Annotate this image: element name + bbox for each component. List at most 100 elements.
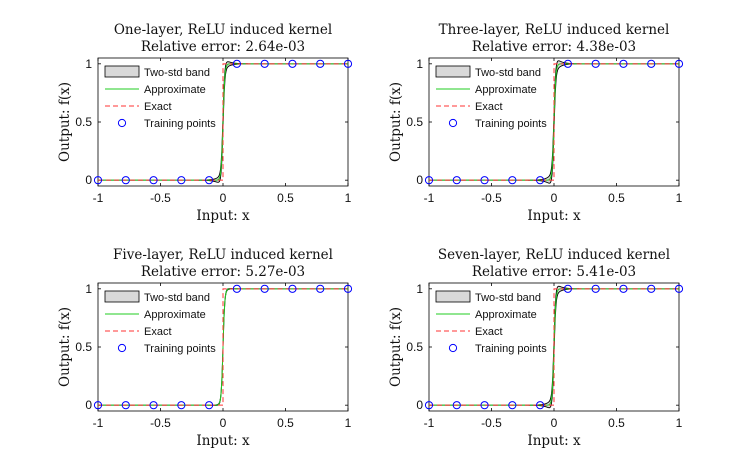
training-point (149, 401, 158, 410)
legend-swatch-training (448, 343, 458, 353)
training-point (674, 59, 684, 68)
legend-swatch-training (117, 343, 127, 353)
x-tick-label: 0 (220, 191, 227, 205)
training-point (591, 59, 600, 68)
y-tick-label: 0.5 (75, 340, 92, 354)
chart-title: One-layer, ReLU induced kernel (114, 22, 332, 38)
chart-subtitle: Relative error: 5.27e-03 (141, 264, 305, 280)
training-point (121, 176, 130, 185)
y-tick-label: 1 (85, 282, 92, 296)
training-point (424, 176, 434, 185)
y-tick-label: 0 (416, 173, 423, 187)
legend-swatch-band (104, 65, 140, 78)
chart-panel-4: Seven-layer, ReLU induced kernelRelative… (388, 247, 684, 449)
x-axis-label: Input: x (527, 433, 581, 449)
legend-label-approximate: Approximate (475, 84, 537, 96)
x-tick-label: -0.5 (481, 191, 502, 205)
training-point (563, 284, 572, 293)
legend: Two-std band Approximate Exact Training poi… (104, 65, 216, 130)
y-tick-label: 1 (416, 57, 423, 71)
chart-title: Seven-layer, ReLU induced kernel (438, 247, 670, 263)
x-tick-label: 1 (345, 191, 352, 205)
legend-label-training: Training points (475, 343, 547, 355)
training-point (424, 401, 434, 410)
training-point (177, 176, 186, 185)
x-axis-label: Input: x (196, 208, 250, 224)
training-point (288, 284, 297, 293)
y-tick-label: 0.5 (75, 115, 92, 129)
x-tick-label: -1 (93, 416, 104, 430)
x-axis-label: Input: x (527, 208, 581, 224)
legend-label-band: Two-std band (475, 292, 541, 304)
legend: Two-std band Approximate Exact Training poi… (435, 290, 547, 355)
y-tick-label: 0 (416, 398, 423, 412)
training-point (591, 284, 600, 293)
chart-subtitle: Relative error: 5.41e-03 (472, 264, 636, 280)
x-axis-label: Input: x (196, 433, 250, 449)
training-point (177, 401, 186, 410)
training-point (452, 176, 461, 185)
legend-label-exact: Exact (144, 101, 172, 113)
y-tick-label: 0 (85, 398, 92, 412)
training-point (121, 401, 130, 410)
legend-label-exact: Exact (475, 326, 503, 338)
legend-label-exact: Exact (144, 326, 172, 338)
x-tick-label: -0.5 (481, 416, 502, 430)
training-point (480, 401, 489, 410)
y-axis-label: Output: f(x) (388, 82, 404, 162)
x-tick-label: 0 (220, 416, 227, 430)
training-point (93, 176, 103, 185)
training-point (619, 59, 628, 68)
x-tick-label: 1 (676, 416, 683, 430)
training-point (232, 59, 241, 68)
x-tick-label: 1 (345, 416, 352, 430)
legend-label-approximate: Approximate (144, 309, 206, 321)
legend-label-training: Training points (475, 118, 547, 130)
x-tick-label: -0.5 (150, 191, 171, 205)
training-point (508, 401, 517, 410)
training-point (536, 176, 545, 185)
training-point (205, 401, 214, 410)
training-point (316, 284, 325, 293)
legend-label-approximate: Approximate (144, 84, 206, 96)
y-axis-label: Output: f(x) (57, 307, 73, 387)
y-tick-label: 1 (85, 57, 92, 71)
legend-label-training: Training points (144, 118, 216, 130)
legend-label-band: Two-std band (144, 292, 210, 304)
legend-swatch-training (117, 118, 127, 128)
x-tick-label: 0.5 (608, 191, 625, 205)
y-tick-label: 0 (85, 173, 92, 187)
legend-label-band: Two-std band (475, 67, 541, 79)
training-point (563, 59, 572, 68)
training-point (316, 59, 325, 68)
training-point (149, 176, 158, 185)
training-point (508, 176, 517, 185)
y-axis-label: Output: f(x) (388, 307, 404, 387)
training-point (93, 401, 103, 410)
training-point (288, 59, 297, 68)
training-point (260, 284, 269, 293)
x-tick-label: 0 (551, 191, 558, 205)
legend-swatch-band (104, 290, 140, 303)
x-tick-label: 0 (551, 416, 558, 430)
legend-swatch-training (448, 118, 458, 128)
legend: Two-std band Approximate Exact Training poi… (104, 290, 216, 355)
legend-label-band: Two-std band (144, 67, 210, 79)
y-axis-label: Output: f(x) (57, 82, 73, 162)
legend-label-approximate: Approximate (475, 309, 537, 321)
chart-panel-3: Five-layer, ReLU induced kernelRelative … (57, 247, 353, 449)
x-tick-label: 0.5 (608, 416, 625, 430)
x-tick-label: -0.5 (150, 416, 171, 430)
chart-subtitle: Relative error: 2.64e-03 (141, 39, 305, 55)
x-tick-label: 0.5 (277, 416, 294, 430)
training-point (260, 59, 269, 68)
legend: Two-std band Approximate Exact Training poi… (435, 65, 547, 130)
legend-swatch-band (435, 65, 471, 78)
x-tick-label: 1 (676, 191, 683, 205)
training-point (647, 284, 656, 293)
training-point (480, 176, 489, 185)
training-point (205, 176, 214, 185)
chart-title: Three-layer, ReLU induced kernel (439, 22, 670, 38)
